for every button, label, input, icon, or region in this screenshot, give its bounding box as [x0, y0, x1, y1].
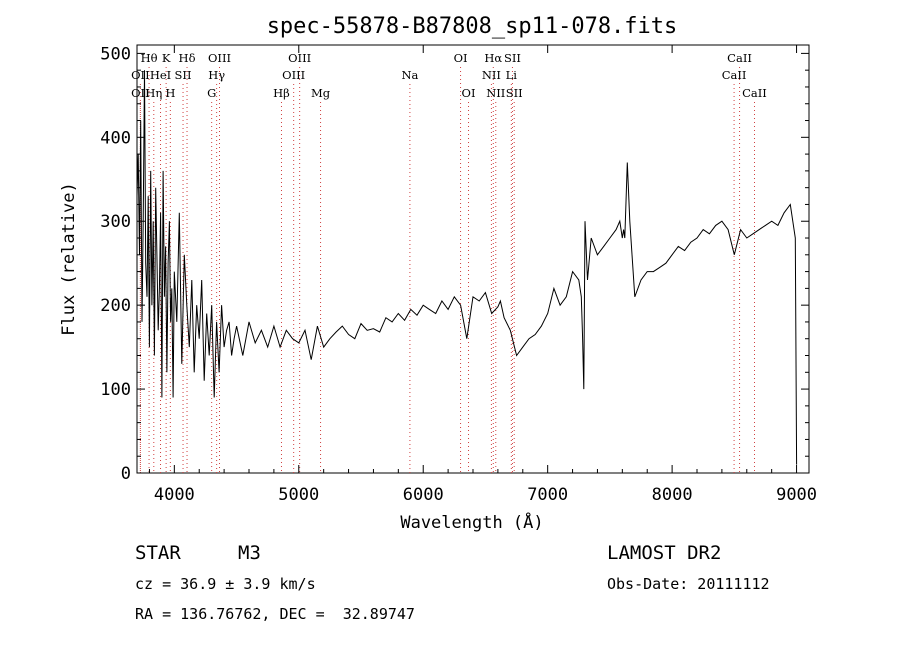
redshift-velocity: cz = 36.9 ± 3.9 km/s: [135, 575, 316, 593]
x-tick-label: 8000: [652, 485, 693, 505]
line-label: Hδ: [179, 51, 196, 65]
survey-name: LAMOST DR2: [607, 542, 721, 564]
plot-frame: [136, 44, 810, 474]
line-label: CaII: [727, 51, 752, 65]
y-tick-label: 400: [100, 128, 131, 148]
y-tick-label: 200: [100, 296, 131, 316]
line-label: SII: [506, 86, 523, 100]
x-tick-label: 4000: [154, 485, 195, 505]
x-tick-label: 6000: [403, 485, 444, 505]
line-label: Hγ: [208, 68, 225, 82]
line-label: OIII: [282, 68, 305, 82]
line-label: NII: [486, 86, 505, 100]
line-label: Li: [506, 68, 518, 82]
observation-date-text: Obs-Date: 20111112: [607, 575, 770, 593]
line-label: G: [207, 86, 216, 100]
observation-date: Obs-Date: 20111112: [607, 575, 770, 593]
line-label: Hθ: [141, 51, 158, 65]
x-tick-label: 5000: [278, 485, 319, 505]
x-axis-label: Wavelength (Å): [400, 511, 543, 533]
object-subclass: M3: [238, 542, 261, 564]
line-label: HeI: [150, 68, 171, 82]
spectrum-line: [136, 70, 798, 465]
x-tick-label: 9000: [776, 485, 817, 505]
line-label: OI: [462, 86, 476, 100]
line-label: K: [162, 51, 171, 65]
x-tick-label: 7000: [527, 485, 568, 505]
line-label: Hβ: [273, 86, 290, 100]
y-axis-label: Flux (relative): [59, 182, 79, 336]
object-class-text: STAR: [135, 542, 181, 564]
line-label: H: [165, 86, 175, 100]
y-tick-label: 300: [100, 212, 131, 232]
line-label: SII: [175, 68, 192, 82]
object-class: STAR: [135, 542, 181, 564]
line-label: Hη: [145, 86, 162, 100]
coordinates: RA = 136.76762, DEC = 32.89747: [135, 605, 415, 623]
y-tick-label: 100: [100, 380, 131, 400]
chart-title: spec-55878-B87808_sp11-078.fits: [267, 14, 678, 39]
object-subclass-text: M3: [238, 542, 261, 564]
line-label: CaII: [742, 86, 767, 100]
redshift-velocity-text: cz = 36.9 ± 3.9 km/s: [135, 575, 316, 593]
x-axis: 4000 5000 6000 7000 8000 9000: [148, 45, 817, 505]
line-label: CaII: [722, 68, 747, 82]
line-label: OIII: [208, 51, 231, 65]
line-label: OI: [454, 51, 468, 65]
line-markers: [139, 67, 755, 473]
y-axis: 0 100 200 300 400 500: [100, 44, 809, 484]
line-label: NII: [482, 68, 501, 82]
line-label: SII: [504, 51, 521, 65]
coordinates-text: RA = 136.76762, DEC = 32.89747: [135, 605, 415, 623]
survey-name-text: LAMOST DR2: [607, 542, 722, 564]
line-label: Na: [401, 68, 418, 82]
line-label: OIII: [288, 51, 311, 65]
y-tick-label: 0: [121, 464, 131, 484]
y-tick-label: 500: [100, 44, 131, 64]
line-label: Mg: [311, 86, 331, 100]
line-label: Hα: [484, 51, 502, 65]
